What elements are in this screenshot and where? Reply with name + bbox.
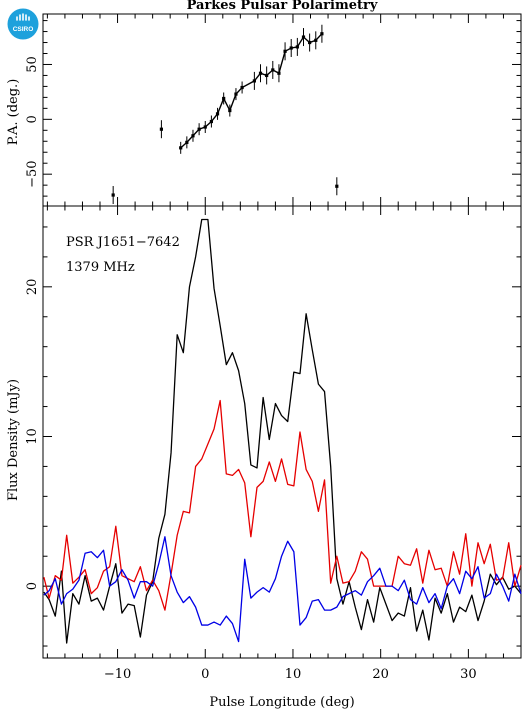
pa-point — [215, 112, 220, 116]
pa-point — [258, 71, 263, 75]
pa-fit-line — [180, 33, 323, 149]
pa-point — [222, 96, 226, 101]
pa-point — [159, 127, 164, 131]
x-tick-label: 0 — [201, 667, 209, 682]
pa-point — [252, 79, 256, 83]
x-tick-label: 30 — [460, 667, 477, 682]
pa-point — [271, 68, 275, 72]
csiro-logo: CSIRO — [7, 8, 39, 40]
pa-point — [320, 32, 324, 36]
y-tick-label: 50 — [25, 56, 40, 73]
pa-point — [228, 108, 232, 113]
pa-point — [265, 73, 269, 78]
flux-panel: 0 10 20 −10 0 10 20 30 — [25, 205, 522, 682]
pa-point — [314, 38, 318, 42]
y-tick-label: 0 — [25, 582, 40, 590]
pa-point — [277, 71, 281, 75]
x-tick-label: 20 — [372, 667, 389, 682]
pa-point — [234, 92, 238, 96]
plot-frame — [42, 13, 522, 207]
pa-point — [308, 40, 312, 45]
pa-point — [295, 45, 299, 49]
y-tick-label: −50 — [25, 160, 40, 187]
pa-point — [197, 127, 201, 131]
x-axis-label: Pulse Longitude (deg) — [209, 695, 354, 710]
pa-point — [191, 134, 195, 138]
psr-name-annotation: PSR J1651−7642 — [66, 235, 180, 250]
csiro-logo-icon: CSIRO — [7, 8, 39, 40]
total-intensity-line — [43, 218, 522, 644]
x-tick-label: 10 — [285, 667, 302, 682]
linear-polarization-line — [43, 399, 522, 611]
pa-point — [185, 140, 189, 144]
flux-axis-label: Flux Density (mJy) — [6, 379, 21, 501]
pa-point — [283, 49, 287, 53]
pa-point — [111, 193, 115, 197]
csiro-logo-text: CSIRO — [13, 26, 34, 33]
chart-title: Parkes Pulsar Polarimetry — [187, 0, 378, 13]
pa-point — [240, 85, 244, 90]
pa-panel: −50 0 50 — [25, 13, 522, 207]
pa-point — [179, 146, 183, 150]
pa-point — [289, 46, 293, 50]
pa-point — [203, 125, 207, 129]
x-tick-label: −10 — [104, 667, 131, 682]
pa-point — [301, 35, 306, 39]
y-tick-label: 20 — [25, 279, 40, 296]
y-tick-label: 10 — [25, 428, 40, 445]
pa-axis-label: P.A. (deg.) — [6, 79, 21, 146]
frequency-annotation: 1379 MHz — [66, 260, 135, 275]
y-tick-label: 0 — [25, 115, 40, 123]
circular-polarization-line — [43, 536, 522, 643]
pa-point — [335, 184, 339, 188]
plot-frame — [42, 205, 522, 659]
pa-point — [209, 119, 213, 124]
